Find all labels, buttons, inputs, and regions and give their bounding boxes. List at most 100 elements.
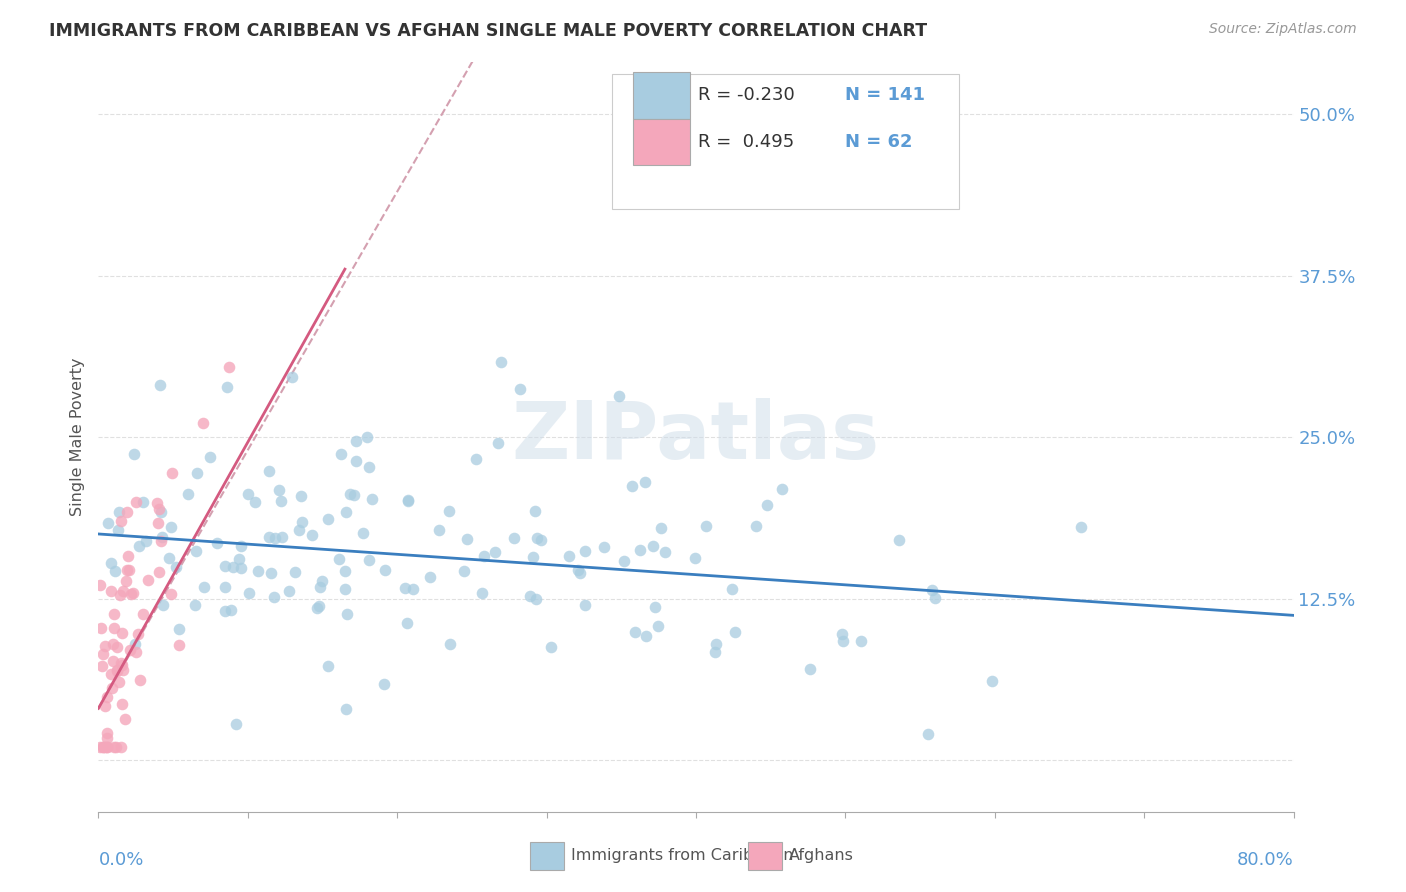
- Point: [101, 654, 124, 668]
- Point: [634, 629, 657, 643]
- Point: [484, 544, 506, 558]
- Point: [981, 674, 1004, 689]
- Point: [335, 505, 357, 519]
- Point: [103, 621, 125, 635]
- Point: [105, 664, 128, 678]
- Point: [359, 553, 381, 567]
- Point: [524, 591, 547, 606]
- Point: [628, 542, 651, 557]
- Point: [159, 519, 181, 533]
- Point: [100, 557, 122, 571]
- Point: [124, 637, 146, 651]
- Point: [335, 582, 357, 597]
- Point: [623, 624, 645, 639]
- Point: [136, 574, 159, 588]
- Point: [115, 505, 138, 519]
- Point: [191, 416, 214, 430]
- Point: [257, 530, 280, 544]
- Point: [1070, 519, 1092, 533]
- Point: [394, 582, 416, 596]
- Point: [437, 504, 460, 518]
- Point: [269, 483, 291, 497]
- Point: [104, 564, 127, 578]
- Point: [236, 487, 259, 501]
- Point: [238, 586, 260, 600]
- Text: N = 141: N = 141: [845, 87, 925, 104]
- Point: [395, 615, 418, 630]
- Point: [157, 551, 180, 566]
- Point: [418, 570, 440, 584]
- Point: [343, 488, 366, 502]
- Point: [110, 626, 132, 640]
- Point: [218, 359, 240, 374]
- Point: [128, 673, 150, 688]
- Point: [103, 607, 125, 621]
- Point: [117, 563, 139, 577]
- Point: [150, 530, 173, 544]
- Point: [311, 574, 333, 588]
- Point: [471, 586, 494, 600]
- Point: [107, 524, 129, 538]
- Point: [284, 565, 307, 579]
- Point: [453, 564, 475, 578]
- Point: [316, 512, 339, 526]
- Point: [89, 578, 111, 592]
- Point: [361, 492, 384, 507]
- Point: [336, 607, 359, 621]
- Point: [198, 450, 221, 465]
- Point: [357, 460, 380, 475]
- Point: [214, 559, 236, 574]
- Point: [465, 452, 488, 467]
- Point: [247, 564, 270, 578]
- Point: [756, 498, 779, 512]
- Point: [132, 607, 155, 621]
- Point: [650, 521, 672, 535]
- Point: [396, 494, 419, 508]
- Point: [309, 580, 332, 594]
- Point: [260, 566, 283, 581]
- Point: [887, 533, 910, 548]
- Point: [703, 645, 725, 659]
- Point: [117, 549, 139, 563]
- Point: [176, 486, 198, 500]
- Point: [374, 563, 396, 577]
- Point: [107, 505, 129, 519]
- Point: [644, 600, 666, 615]
- Point: [146, 516, 169, 530]
- Point: [150, 533, 173, 548]
- Point: [111, 697, 134, 711]
- Point: [529, 533, 551, 547]
- Point: [96, 516, 118, 531]
- Point: [745, 518, 768, 533]
- Text: N = 62: N = 62: [845, 133, 912, 151]
- Point: [111, 658, 134, 673]
- Point: [305, 600, 328, 615]
- Point: [120, 587, 142, 601]
- Point: [100, 681, 122, 695]
- Point: [263, 590, 285, 604]
- Point: [568, 566, 591, 581]
- Point: [112, 663, 135, 677]
- Point: [121, 586, 143, 600]
- Point: [522, 549, 544, 564]
- Point: [924, 591, 946, 605]
- FancyBboxPatch shape: [633, 72, 690, 119]
- Point: [114, 712, 136, 726]
- Point: [228, 551, 250, 566]
- Point: [152, 599, 174, 613]
- Point: [219, 603, 242, 617]
- Text: ZIPatlas: ZIPatlas: [512, 398, 880, 476]
- Point: [486, 435, 509, 450]
- Point: [148, 502, 170, 516]
- Point: [643, 539, 665, 553]
- Point: [917, 727, 939, 741]
- Point: [271, 530, 294, 544]
- Point: [89, 740, 111, 755]
- Point: [215, 380, 238, 394]
- Text: R = -0.230: R = -0.230: [699, 87, 796, 104]
- Point: [540, 640, 562, 654]
- Point: [229, 560, 252, 574]
- Point: [288, 524, 311, 538]
- Point: [574, 598, 596, 612]
- Point: [96, 740, 118, 755]
